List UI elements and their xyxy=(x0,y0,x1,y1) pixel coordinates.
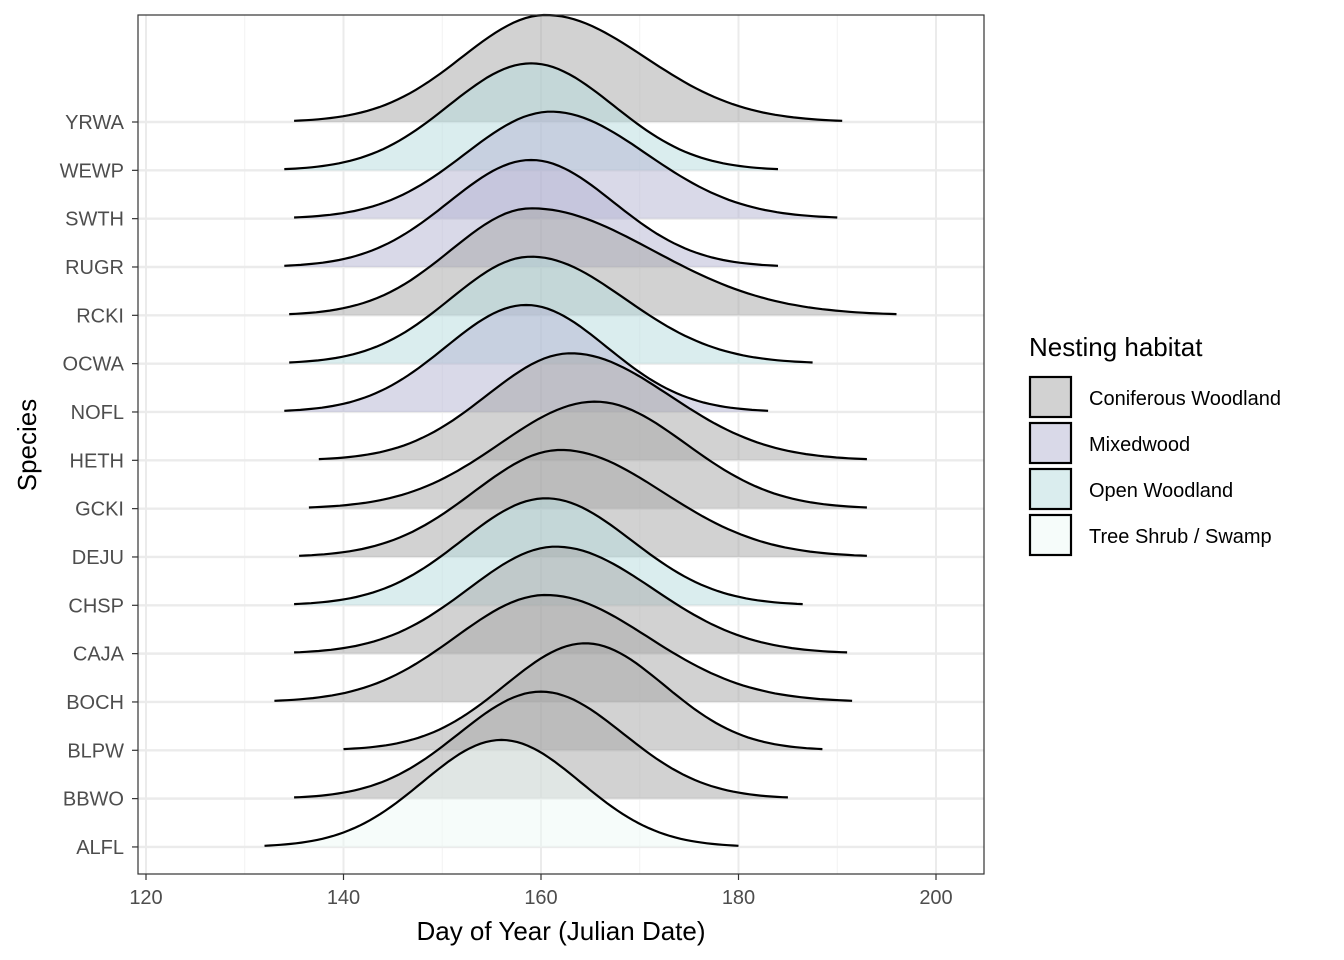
ridge-line-chsp xyxy=(294,497,803,606)
legend-label: Mixedwood xyxy=(1089,434,1190,456)
ridge-fill-bbwo xyxy=(294,691,788,799)
ridge-line-rugr xyxy=(284,158,779,267)
ridge-fill-rcki xyxy=(289,208,897,316)
x-axis: 120 140 160 180 200 xyxy=(129,874,953,909)
ridge-fill-deju xyxy=(299,450,867,557)
y-tick-label: CHSP xyxy=(68,595,124,617)
ridge-line-bbwo xyxy=(294,690,788,799)
legend-label: Coniferous Woodland xyxy=(1089,388,1281,410)
legend-swatch xyxy=(1028,513,1073,557)
ridges xyxy=(264,13,897,847)
x-tick-label: 160 xyxy=(524,887,557,909)
ridge-line-yrwa xyxy=(294,13,843,122)
ridge-fill-yrwa xyxy=(294,15,843,122)
ridge-fill-swth xyxy=(294,111,838,219)
y-tick-label: CAJA xyxy=(73,644,125,666)
ridge-line-boch xyxy=(274,593,853,702)
y-tick-label: RUGR xyxy=(65,257,124,279)
ridge-line-blpw xyxy=(343,642,823,751)
y-tick-label: OCWA xyxy=(63,354,125,376)
x-axis-title: Day of Year (Julian Date) xyxy=(416,916,705,946)
legend-swatch xyxy=(1028,421,1073,465)
ridge-line-wewp xyxy=(284,62,779,171)
legend-title: Nesting habitat xyxy=(1029,332,1203,362)
y-tick-label: DEJU xyxy=(72,547,124,569)
legend-swatch xyxy=(1028,467,1073,511)
y-tick-label: BOCH xyxy=(66,692,124,714)
y-tick-label: GCKI xyxy=(75,499,124,521)
ridge-line-deju xyxy=(299,448,867,557)
y-tick-label: BLPW xyxy=(67,740,124,762)
y-axis: ALFL BBWO BLPW BOCH CAJA CHSP DEJU GCKI HETH NOFL… xyxy=(60,112,138,859)
ridge-line-nofl xyxy=(284,303,769,412)
y-tick-label: RCKI xyxy=(76,305,124,327)
y-tick-label: WEWP xyxy=(60,160,124,182)
y-axis-title: Species xyxy=(12,399,42,492)
x-tick-label: 180 xyxy=(722,887,755,909)
legend: Nesting habitat Coniferous Woodland Mixed… xyxy=(1028,332,1281,557)
legend-label: Tree Shrub / Swamp xyxy=(1089,526,1272,548)
y-tick-label: YRWA xyxy=(65,112,125,134)
ridge-line-gcki xyxy=(308,400,867,509)
x-tick-label: 120 xyxy=(129,887,162,909)
y-tick-label: BBWO xyxy=(63,789,124,811)
ridge-line-caja xyxy=(294,545,848,654)
y-tick-label: NOFL xyxy=(71,402,124,424)
ridge-line-ocwa xyxy=(289,255,813,364)
ridge-line-heth xyxy=(318,352,867,461)
y-tick-label: HETH xyxy=(70,450,124,472)
ridge-fill-alfl xyxy=(264,739,739,847)
legend-swatch xyxy=(1028,375,1073,419)
x-tick-label: 200 xyxy=(919,887,952,909)
legend-label: Open Woodland xyxy=(1089,480,1233,502)
plot-border xyxy=(137,14,985,875)
ridge-line-alfl xyxy=(264,738,739,847)
ridge-fill-blpw xyxy=(343,643,823,751)
x-tick-label: 140 xyxy=(327,887,360,909)
ridge-line-swth xyxy=(294,110,838,219)
y-tick-label: ALFL xyxy=(76,837,124,859)
y-tick-label: SWTH xyxy=(65,209,124,231)
ridge-line-rcki xyxy=(289,207,897,316)
